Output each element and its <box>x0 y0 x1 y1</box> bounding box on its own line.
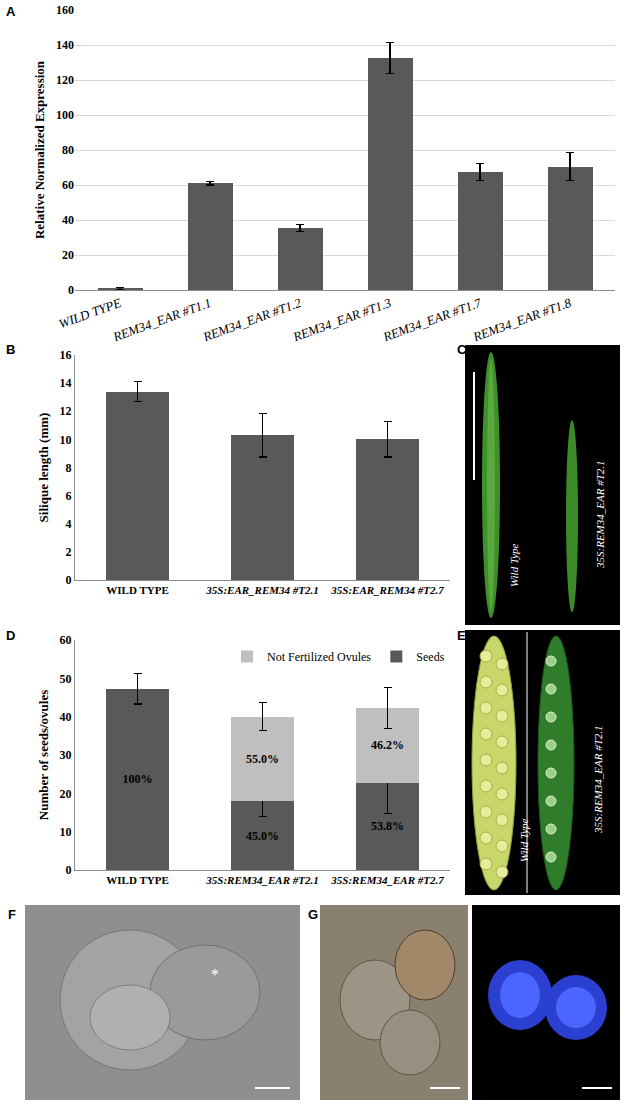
svg-text:WILD TYPE: WILD TYPE <box>106 584 168 596</box>
svg-text:*: * <box>211 966 219 983</box>
svg-text:35S:EAR_REM34 #T2.1: 35S:EAR_REM34 #T2.1 <box>205 584 318 596</box>
svg-text:53.8%: 53.8% <box>371 819 404 833</box>
svg-text:REM34_EAR #T1.8: REM34_EAR #T1.8 <box>470 295 574 345</box>
svg-text:140: 140 <box>56 38 74 52</box>
svg-text:A: A <box>6 4 16 19</box>
svg-text:160: 160 <box>56 3 74 17</box>
svg-text:100: 100 <box>56 108 74 122</box>
svg-text:Relative Normalized Expression: Relative Normalized Expression <box>32 60 47 239</box>
svg-text:D: D <box>6 628 15 643</box>
svg-text:Wild Type: Wild Type <box>508 543 520 587</box>
svg-text:0: 0 <box>66 863 72 877</box>
svg-text:60: 60 <box>60 633 72 647</box>
svg-text:55.0%: 55.0% <box>246 752 279 766</box>
svg-text:C: C <box>457 342 467 357</box>
svg-text:35S:REM34_EAR #T2.1: 35S:REM34_EAR #T2.1 <box>592 725 604 834</box>
svg-text:20: 20 <box>60 787 72 801</box>
svg-text:16: 16 <box>60 348 72 362</box>
svg-text:120: 120 <box>56 73 74 87</box>
svg-text:40: 40 <box>62 213 74 227</box>
svg-text:35S:REM34_EAR #T2.1: 35S:REM34_EAR #T2.1 <box>205 874 318 886</box>
svg-text:40: 40 <box>60 710 72 724</box>
svg-text:50: 50 <box>60 672 72 686</box>
svg-text:4: 4 <box>66 517 72 531</box>
svg-text:10: 10 <box>60 825 72 839</box>
svg-text:REM34_EAR #T1.2: REM34_EAR #T1.2 <box>200 295 304 345</box>
svg-text:20: 20 <box>62 248 74 262</box>
svg-text:Not Fertilized Ovules: Not Fertilized Ovules <box>267 650 371 664</box>
svg-text:WILD TYPE: WILD TYPE <box>57 295 124 331</box>
svg-text:45.0%: 45.0% <box>246 829 279 843</box>
svg-text:8: 8 <box>66 461 72 475</box>
svg-text:6: 6 <box>66 489 72 503</box>
svg-text:35S:EAR_REM34 #T2.7: 35S:EAR_REM34 #T2.7 <box>330 584 444 596</box>
svg-text:REM34_EAR #T1.3: REM34_EAR #T1.3 <box>290 295 394 345</box>
svg-text:Wild Type: Wild Type <box>518 818 530 862</box>
svg-text:14: 14 <box>60 376 72 390</box>
svg-text:Seeds: Seeds <box>416 650 444 664</box>
svg-text:WILD TYPE: WILD TYPE <box>106 874 168 886</box>
svg-text:80: 80 <box>62 143 74 157</box>
svg-text:46.2%: 46.2% <box>371 738 404 752</box>
svg-text:35S:REM34_EAR #T2.7: 35S:REM34_EAR #T2.7 <box>330 874 444 886</box>
svg-text:Silique length (mm): Silique length (mm) <box>36 413 51 523</box>
svg-text:REM34_EAR #T1.7: REM34_EAR #T1.7 <box>380 295 484 345</box>
svg-text:G: G <box>308 907 318 922</box>
svg-text:2: 2 <box>66 545 72 559</box>
svg-text:100%: 100% <box>123 772 153 786</box>
svg-text:12: 12 <box>60 404 72 418</box>
svg-text:B: B <box>6 342 15 357</box>
svg-text:0: 0 <box>66 573 72 587</box>
svg-text:10: 10 <box>60 433 72 447</box>
svg-text:30: 30 <box>60 748 72 762</box>
svg-text:0: 0 <box>68 283 74 297</box>
svg-text:35S:REM34_EAR #T2.1: 35S:REM34_EAR #T2.1 <box>594 460 606 569</box>
svg-text:REM34_EAR #T1.1: REM34_EAR #T1.1 <box>110 295 213 345</box>
svg-text:F: F <box>8 907 16 922</box>
svg-text:Number of seeds/ovules: Number of seeds/ovules <box>36 690 51 820</box>
svg-text:60: 60 <box>62 178 74 192</box>
svg-text:E: E <box>457 628 466 643</box>
